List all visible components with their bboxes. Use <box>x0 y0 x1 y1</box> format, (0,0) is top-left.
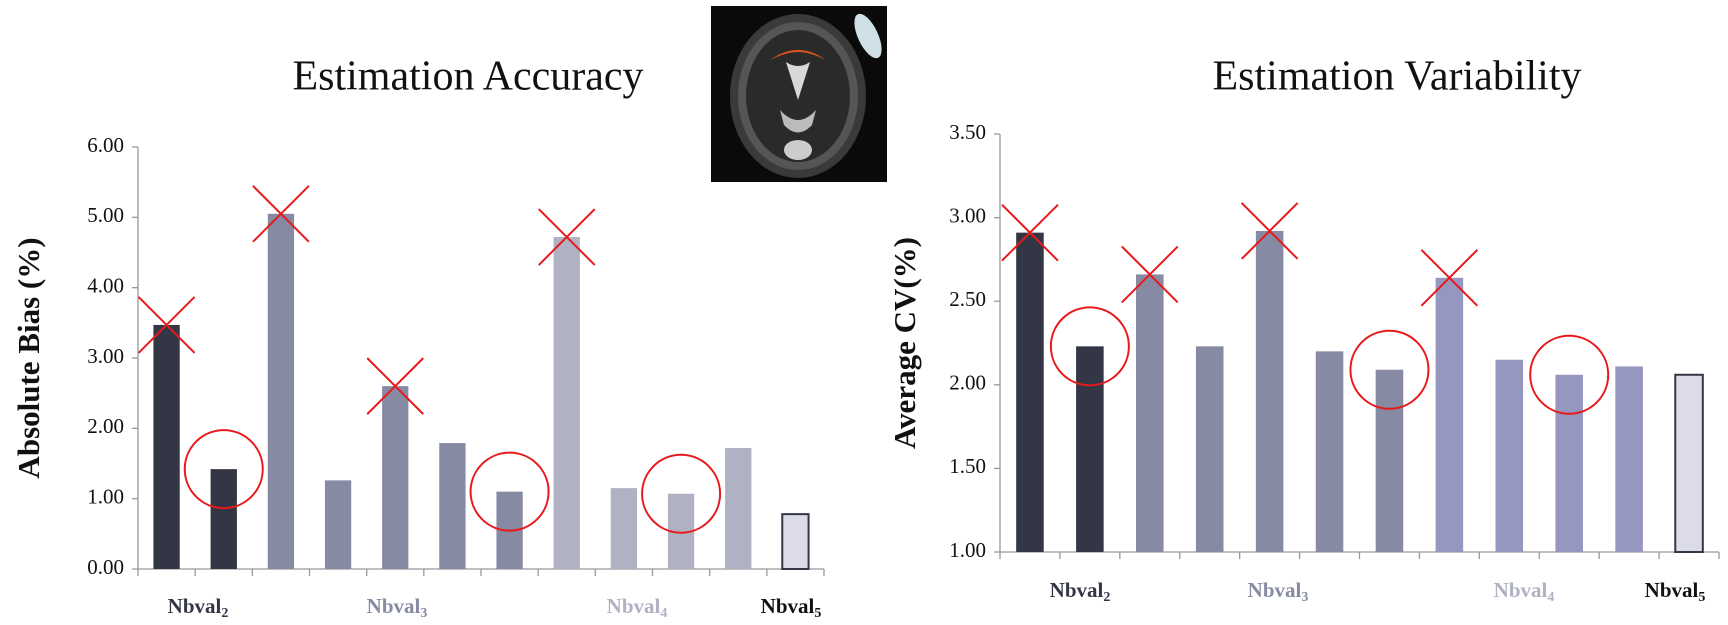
cross-marker <box>1001 203 1059 262</box>
y-tick-label: 6.00 <box>87 133 124 157</box>
group-label: Nbval2 <box>1050 578 1111 605</box>
bar <box>324 480 352 569</box>
y-tick-label: 2.00 <box>949 371 986 395</box>
group-label: Nbval4 <box>607 594 668 621</box>
brain-image <box>711 6 887 182</box>
cross-marker <box>1121 245 1179 304</box>
group-label: Nbval5 <box>1645 578 1706 605</box>
group-subscript: 2 <box>221 606 228 621</box>
group-subscript: 2 <box>1103 590 1110 605</box>
circle-marker <box>1529 334 1610 415</box>
chart-title: Estimation Accuracy <box>292 54 643 100</box>
bar <box>1016 232 1044 552</box>
y-tick-label: 3.00 <box>949 203 986 227</box>
group-subscript: 3 <box>420 606 427 621</box>
bar <box>781 513 810 571</box>
group-name: Nbval <box>168 594 222 618</box>
bar <box>1555 374 1583 552</box>
bar <box>267 213 295 570</box>
group-subscript: 3 <box>1301 590 1308 605</box>
cross-marker <box>1420 249 1479 307</box>
circle-marker <box>641 453 722 534</box>
y-tick-label: 0.00 <box>87 555 124 579</box>
bar <box>1136 274 1164 552</box>
cross-marker <box>1240 202 1299 260</box>
bar <box>1195 346 1224 552</box>
bar <box>1255 230 1284 552</box>
bar <box>1674 373 1704 553</box>
bar <box>725 448 752 569</box>
group-name: Nbval <box>1645 578 1699 602</box>
group-name: Nbval <box>1050 578 1104 602</box>
group-name: Nbval <box>1494 578 1548 602</box>
bar <box>553 237 580 569</box>
cross-marker <box>538 208 596 266</box>
y-axis-label: Average CV(%) <box>887 237 922 449</box>
group-subscript: 4 <box>660 606 667 621</box>
cross-marker <box>137 296 196 354</box>
bar <box>1435 277 1464 552</box>
chart-title: Estimation Variability <box>1212 54 1581 100</box>
y-tick-label: 5.00 <box>87 203 124 227</box>
y-tick-label: 1.00 <box>949 538 986 562</box>
cross-marker <box>366 357 424 415</box>
bar <box>210 469 237 569</box>
bar <box>153 324 180 569</box>
group-label: Nbval3 <box>1248 578 1309 605</box>
group-label: Nbval5 <box>761 594 822 621</box>
circle-marker <box>1049 306 1130 387</box>
y-axis-label: Absolute Bias (%) <box>11 237 46 478</box>
y-tick-label: 1.00 <box>87 484 124 508</box>
bar <box>1495 359 1524 552</box>
bar <box>610 488 638 569</box>
bar <box>1315 351 1344 552</box>
group-subscript: 4 <box>1547 590 1554 605</box>
y-tick-label: 4.00 <box>87 273 124 297</box>
group-label: Nbval2 <box>168 594 229 621</box>
group-name: Nbval <box>607 594 661 618</box>
bar <box>1076 346 1104 552</box>
y-tick-label: 3.00 <box>87 344 124 368</box>
group-label: Nbval4 <box>1494 578 1555 605</box>
y-tick-label: 3.50 <box>949 120 986 144</box>
y-tick-label: 1.50 <box>949 454 986 478</box>
circle-marker <box>469 451 550 532</box>
group-name: Nbval <box>761 594 815 618</box>
group-subscript: 5 <box>814 606 821 621</box>
circle-marker <box>183 429 264 510</box>
bar <box>382 386 409 569</box>
y-tick-label: 2.50 <box>949 287 986 311</box>
bar <box>439 443 466 569</box>
group-subscript: 5 <box>1698 590 1705 605</box>
group-name: Nbval <box>367 594 421 618</box>
circle-marker <box>1349 329 1430 410</box>
group-label: Nbval3 <box>367 594 428 621</box>
cross-marker <box>252 185 310 243</box>
bar <box>1615 366 1643 552</box>
bar <box>1375 369 1404 552</box>
group-name: Nbval <box>1248 578 1302 602</box>
y-tick-label: 2.00 <box>87 414 124 438</box>
